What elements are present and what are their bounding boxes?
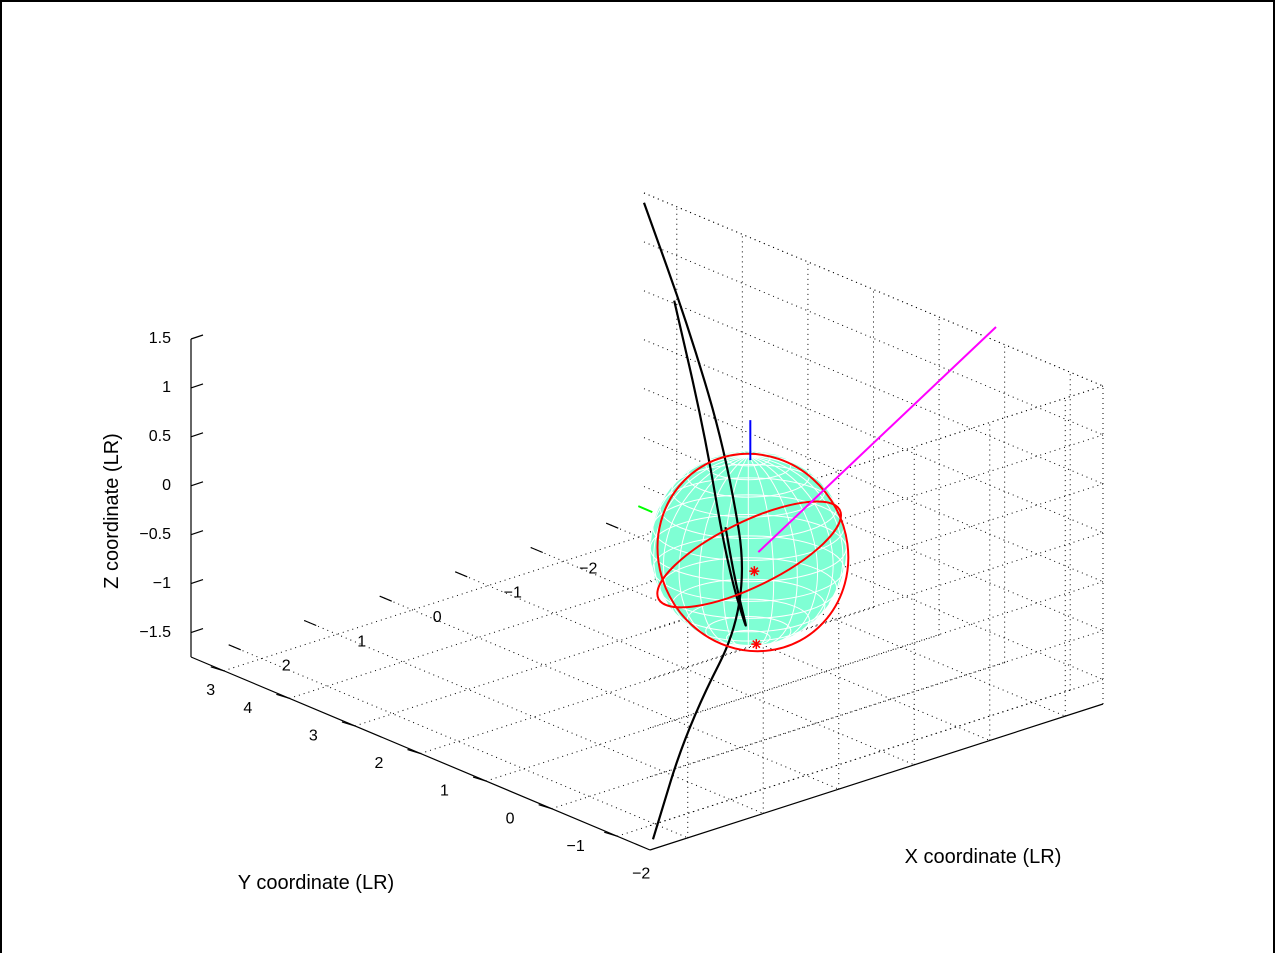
tick-label: 2 — [374, 755, 383, 772]
marker-1 — [749, 566, 760, 577]
x-tick — [341, 721, 356, 727]
y-tick — [304, 619, 317, 627]
y-axis-line — [649, 703, 1104, 851]
z-tick — [190, 627, 204, 634]
marker-2 — [751, 639, 762, 650]
tick-label: 1 — [440, 783, 449, 800]
ring-vertical — [656, 452, 850, 653]
tick-label: 3 — [309, 728, 318, 745]
tick-label: −1 — [504, 585, 522, 602]
y-tick — [455, 571, 468, 578]
y-axis-title: Y coordinate (LR) — [238, 872, 394, 894]
y-tick — [228, 644, 241, 651]
z-axis-title: Z coordinate (LR) — [101, 433, 123, 589]
tick-labels: −2 −1 0 1 2 3 −2 −1 0 1 2 3 4 −1.5 −1 −0.5 0 0.5 1 1.5 — [139, 330, 650, 882]
y-tick — [530, 546, 543, 554]
tick-label: −2 — [632, 865, 650, 882]
tick-label: −1 — [153, 575, 171, 592]
tick-label: 1 — [162, 379, 171, 396]
z-tick — [190, 530, 204, 536]
axes — [190, 334, 1104, 851]
sphere-longitude — [748, 455, 834, 630]
x-tick — [276, 693, 290, 699]
sphere-longitude — [678, 455, 749, 640]
x-tick — [407, 748, 421, 755]
z-tick — [190, 481, 204, 487]
tick-label: −0.5 — [139, 526, 171, 543]
marker-stroke — [750, 567, 759, 576]
sphere-longitude — [653, 455, 749, 604]
sphere-longitude — [722, 455, 749, 647]
data-layer — [637, 202, 997, 840]
z-tick — [190, 334, 204, 340]
z-tick — [190, 579, 204, 585]
sphere-longitude — [748, 455, 844, 604]
tick-label: 0 — [433, 609, 442, 626]
tick-label: 0 — [506, 810, 515, 827]
tick-label: −2 — [579, 560, 597, 577]
x-tick — [538, 804, 552, 810]
x-axis-title: X coordinate (LR) — [905, 846, 1062, 868]
z-tick — [190, 432, 204, 438]
tick-label: 4 — [243, 700, 252, 717]
x-tick — [604, 831, 618, 837]
marker-stroke — [752, 640, 761, 649]
tick-label: 3 — [206, 682, 215, 699]
y-tick — [606, 522, 619, 529]
tick-label: 1.5 — [149, 330, 171, 347]
pointer-line — [757, 326, 997, 553]
curve-2 — [673, 300, 747, 627]
tick-label: 0.5 — [149, 428, 171, 445]
sphere-longitude — [748, 455, 819, 640]
sphere-longitude — [698, 455, 749, 644]
axis-stub-side — [637, 505, 653, 514]
sphere-longitude — [747, 455, 775, 647]
sphere-longitude — [748, 455, 798, 644]
y-tick — [379, 595, 392, 602]
sphere — [649, 450, 847, 647]
tick-label: −1.5 — [139, 624, 171, 641]
tick-label: 2 — [282, 658, 291, 675]
z-tick — [190, 383, 204, 389]
sphere-longitude — [662, 455, 749, 630]
x-tick — [472, 776, 487, 782]
tick-label: −1 — [567, 838, 585, 855]
tick-label: 0 — [162, 477, 171, 494]
ring-horizontal — [656, 500, 842, 609]
x-tick — [210, 666, 224, 672]
tick-label: 1 — [357, 633, 366, 650]
curve-1 — [642, 202, 744, 840]
